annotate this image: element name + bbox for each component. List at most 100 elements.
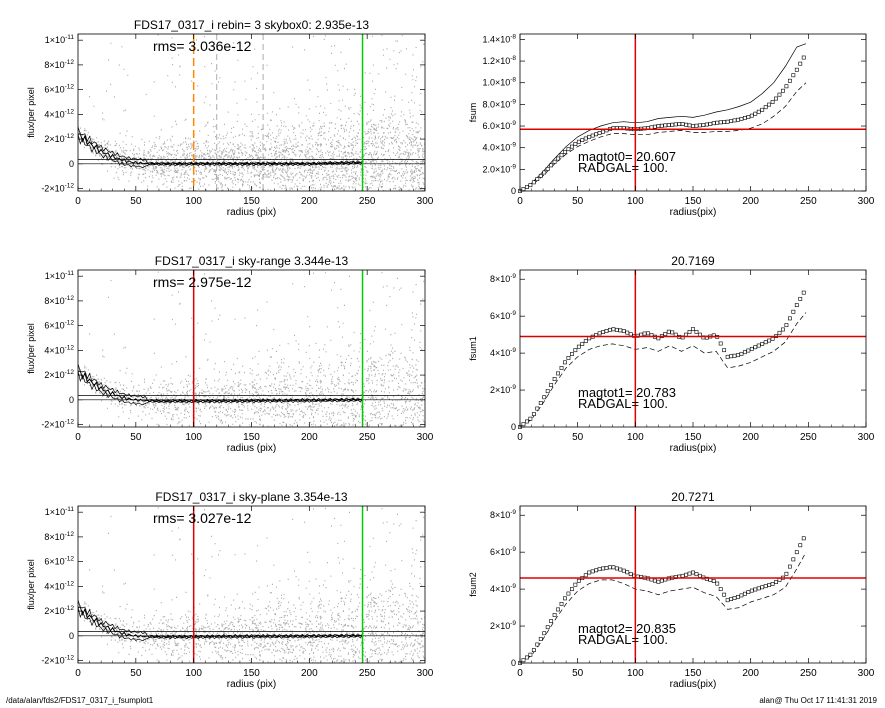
fsum-point <box>666 329 671 334</box>
fsum-point <box>722 592 727 597</box>
fsum-point <box>538 637 543 641</box>
fsum-markers <box>518 536 806 665</box>
fsum-point <box>763 584 768 589</box>
x-tick-label: 150 <box>243 432 260 443</box>
fsum-point <box>573 582 578 587</box>
fsum-point <box>552 159 557 164</box>
fsum-point <box>542 631 547 636</box>
fsum-point <box>687 123 692 128</box>
x-tick-label: 100 <box>627 432 644 443</box>
fsum-point <box>698 573 702 578</box>
x-tick-label: 300 <box>858 432 875 443</box>
magtot-annotation: magtot1= 20.783 <box>578 385 676 400</box>
profile-curves <box>78 363 363 406</box>
fsum-point <box>798 543 803 548</box>
fsum-point <box>545 167 550 171</box>
fsum-point <box>563 360 567 365</box>
y-axis-label: flux/per pixel <box>26 87 36 138</box>
fsum-point <box>736 353 740 358</box>
chart-title: 20.7271 <box>671 490 715 504</box>
fsum-point <box>673 122 678 127</box>
plot-frame <box>77 33 426 192</box>
fsum-point <box>583 573 588 578</box>
y-tick-label: 2×10-9 <box>490 384 516 395</box>
fsum-point <box>742 350 747 355</box>
fsum-point <box>597 131 602 135</box>
fsum-lower-line <box>519 82 807 192</box>
y-tick-label: -2×10-12 <box>41 183 74 194</box>
fsum-point <box>756 586 761 591</box>
x-tick-label: 100 <box>185 668 202 679</box>
fsum-point <box>653 578 657 583</box>
y-tick-label: 4.0×10-9 <box>482 142 516 153</box>
x-axis-label: radius(pix) <box>670 443 717 454</box>
x-tick-label: 150 <box>243 668 260 679</box>
fsum-point <box>791 73 796 78</box>
y-tick-label: 4×10-12 <box>44 580 74 591</box>
plot-frame <box>519 33 867 192</box>
fsum-point <box>670 330 675 335</box>
y-tick-label: 2×10-12 <box>44 133 74 144</box>
fsum-point <box>569 587 574 592</box>
y-axis-label: flux/per pixel <box>26 559 36 610</box>
fsum-point <box>781 88 785 93</box>
y-axis-label: fsum <box>468 103 478 123</box>
fsum-point <box>736 117 740 122</box>
fsum-point <box>687 329 692 334</box>
x-tick-label: 250 <box>800 432 817 443</box>
fsum-point <box>535 177 540 181</box>
x-tick-label: 100 <box>627 668 644 679</box>
x-axis-label: radius(pix) <box>670 679 717 690</box>
fsum-point <box>742 116 747 120</box>
fsum-point <box>794 550 799 555</box>
fsum-point <box>722 120 727 124</box>
fsum-point <box>521 658 526 663</box>
fsum-point <box>725 119 730 124</box>
fsum-point <box>753 587 758 592</box>
x-tick-label: 250 <box>800 196 817 207</box>
y-tick-label: 0 <box>69 395 74 405</box>
y-tick-label: -2×10-12 <box>41 419 74 430</box>
fsum-point <box>569 144 574 149</box>
fsum-point <box>590 133 595 138</box>
fsum-point <box>587 134 592 139</box>
fsum-point <box>767 583 772 587</box>
fsum-point <box>566 356 571 360</box>
fsum-point <box>770 100 775 104</box>
rms-annotation: rms= 3.036e-12 <box>153 38 252 54</box>
fsum-point <box>576 139 581 144</box>
fsum-point <box>694 123 699 128</box>
panel-fsum2: 0 50 100 150 200 250 300 0 2×10-9 4×10-9 6×10-9 8×1… <box>468 490 875 690</box>
fsum-point <box>680 122 685 126</box>
x-tick-label: 250 <box>359 196 376 207</box>
x-tick-label: 50 <box>572 196 584 207</box>
panel-fsum1: 0 50 100 150 200 250 300 0 2×10-9 4×10-9 6×10-9 8×1… <box>468 254 875 454</box>
plot-frame <box>519 505 867 664</box>
fsum-point <box>691 570 695 575</box>
fsum-point <box>576 344 581 349</box>
fsum-point <box>770 582 775 586</box>
fsum-point <box>597 331 602 336</box>
fsum-point <box>566 591 571 596</box>
fsum-point <box>573 348 578 353</box>
fsum-point <box>670 122 675 127</box>
fsum-point <box>756 343 761 348</box>
fsum-point <box>763 105 768 110</box>
y-tick-label: 8.0×10-9 <box>482 98 516 109</box>
y-tick-label: 0 <box>69 631 74 641</box>
profile-mean-line <box>78 370 363 403</box>
x-tick-label: 50 <box>130 432 142 443</box>
y-tick-label: 0 <box>511 186 516 196</box>
fsum-point <box>777 330 782 335</box>
fsum-point <box>580 341 585 346</box>
fsum-point <box>791 557 796 562</box>
fsum-point <box>559 153 564 158</box>
x-tick-label: 300 <box>417 668 434 679</box>
x-tick-label: 0 <box>75 668 81 679</box>
fsum-point <box>535 642 540 647</box>
y-tick-label: -2×10-12 <box>41 655 74 666</box>
y-tick-label: 4×10-12 <box>44 108 74 119</box>
panel-fsum: 0 50 100 150 200 250 300 0 2.0×10-9 4.0×10-9 6.0×1… <box>468 33 875 218</box>
fsum-point <box>729 354 733 359</box>
y-tick-label: 6×10-12 <box>44 84 74 95</box>
